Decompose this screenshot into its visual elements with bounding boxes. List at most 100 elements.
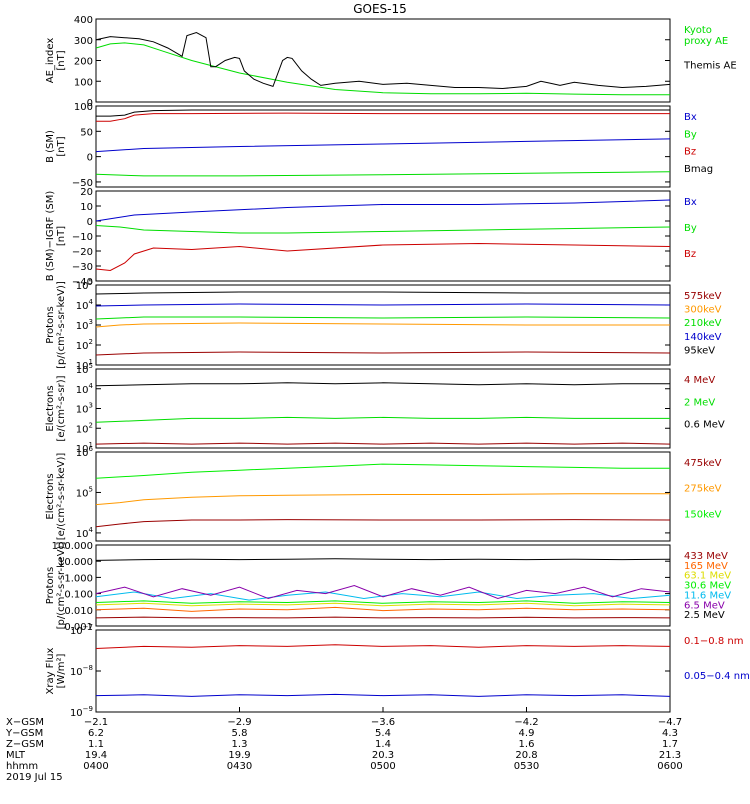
x-tick-hhmm: 0530 [514, 761, 539, 772]
legend-entry: Bz [684, 147, 696, 158]
series-line-6-5-mev [95, 584, 671, 600]
series-line-30-6-mev [95, 600, 671, 604]
panel-electrons2: 104 105 106 Electrons [e/(cm²-s-sr-keV)] 475k… [45, 445, 722, 542]
y-tick-label: 0.010 [64, 606, 93, 617]
series-line-150kev [95, 463, 670, 479]
series-line-95kev [95, 291, 670, 295]
series-line-by [95, 171, 671, 177]
series-line-2-mev [95, 416, 670, 423]
y-tick-exponent: 3 [89, 402, 93, 410]
series-line-0-1-0-8-nm [95, 644, 671, 649]
chart-title: GOES-15 [353, 2, 407, 16]
legend-entry: proxy AE [684, 36, 728, 47]
x-tick-hhmm: 0430 [227, 761, 252, 772]
y-axis-label: Xray Flux [45, 647, 56, 694]
series-line-11-6-mev [95, 591, 671, 601]
series-line-2-5-mev [95, 558, 671, 561]
x-tick-mlt: 21.3 [659, 750, 681, 761]
x-tick-zgsm: 1.1 [88, 739, 104, 750]
x-tick-xgsm: −3.6 [371, 717, 395, 728]
legend-entry: 150keV [684, 509, 722, 520]
y-axis-label: Electrons [45, 473, 56, 519]
y-tick-label: 104 [76, 526, 94, 540]
row-label-xgsm: X−GSM [6, 717, 44, 728]
panel-frame [95, 629, 671, 713]
panel-frame [95, 368, 671, 449]
legend-entry: 433 MeV [684, 551, 728, 562]
y-axis-label: [W/m²] [56, 653, 67, 688]
row-label-zgsm: Z−GSM [6, 739, 44, 750]
y-tick-exponent: 5 [89, 278, 93, 286]
y-tick-label: 400 [74, 15, 93, 26]
y-tick-label: 104 [76, 298, 94, 312]
legend-entry: Kyoto [684, 25, 712, 36]
series-line-4-mev [95, 442, 671, 445]
series-line-bx [95, 199, 671, 222]
series-line-433-mev [95, 616, 671, 619]
y-tick-exponent: 4 [89, 526, 94, 534]
x-tick-ygsm: 5.4 [375, 728, 391, 739]
y-tick-label: 200 [74, 57, 93, 68]
y-axis-label: [p/(cm²-s-sr-keV)] [56, 281, 67, 369]
y-axis-label: Electrons [45, 385, 56, 431]
y-tick-label: 104 [76, 382, 94, 396]
legend-entry: By [684, 129, 697, 140]
x-tick-zgsm: 1.6 [519, 739, 535, 750]
legend-entry: By [684, 223, 697, 234]
y-tick-label: 105 [76, 485, 93, 499]
legend-entry: 475keV [684, 458, 722, 469]
legend-entry: 6.5 MeV [684, 600, 725, 611]
legend-entry: Themis AE [683, 61, 737, 72]
y-tick-label: −10 [72, 232, 93, 243]
y-tick-label: 0.001 [64, 622, 93, 633]
y-tick-label: 10−7 [70, 623, 93, 637]
x-tick-mlt: 20.8 [515, 750, 537, 761]
row-label-ygsm: Y−GSM [5, 728, 43, 739]
y-tick-exponent: −9 [83, 705, 93, 713]
legend-entry: 11.6 MeV [684, 590, 731, 601]
y-tick-label: 106 [76, 445, 94, 459]
x-tick-zgsm: 1.4 [375, 739, 391, 750]
y-tick-exponent: 4 [89, 382, 94, 390]
y-tick-label: 1.000 [64, 573, 93, 584]
y-axis-label: AE_index [45, 38, 56, 84]
y-axis-label: Protons [45, 306, 56, 343]
y-axis-label: B (SM)−IGRF (SM) [45, 191, 56, 282]
x-tick-ygsm: 5.8 [232, 728, 248, 739]
legend-entry: 140keV [684, 332, 722, 343]
legend-entry: 275keV [684, 484, 722, 495]
legend-entry: Bmag [684, 164, 713, 175]
legend-entry: 0.6 MeV [684, 420, 725, 431]
x-tick-xgsm: −2.9 [227, 717, 251, 728]
y-tick-exponent: −8 [83, 664, 93, 672]
y-tick-label: 102 [76, 421, 93, 435]
series-line-bz [95, 242, 671, 272]
y-tick-label: 0.100 [64, 590, 93, 601]
y-tick-label: 20 [80, 187, 93, 198]
legend-entry: 210keV [684, 318, 722, 329]
x-tick-xgsm: −4.7 [658, 717, 682, 728]
x-tick-hhmm: 0400 [83, 761, 108, 772]
x-tick-hhmm: 0600 [657, 761, 682, 772]
y-tick-exponent: 3 [89, 318, 93, 326]
legend-entry: 63.1 MeV [684, 571, 731, 582]
y-tick-exponent: 1 [89, 358, 93, 366]
legend-entry: 0.1−0.8 nm [684, 636, 743, 647]
y-tick-label: −40 [72, 277, 93, 288]
y-axis-label: [nT] [56, 136, 67, 156]
series-line-themis-ae [95, 31, 671, 90]
y-tick-label: 300 [74, 36, 93, 47]
x-tick-mlt: 19.9 [228, 750, 250, 761]
y-tick-label: −50 [72, 178, 93, 189]
y-axis-label: [nT] [56, 226, 67, 246]
series-line-63-1-mev [95, 602, 671, 607]
series-line-575kev [95, 351, 671, 356]
legend-entry: Bz [684, 249, 696, 260]
